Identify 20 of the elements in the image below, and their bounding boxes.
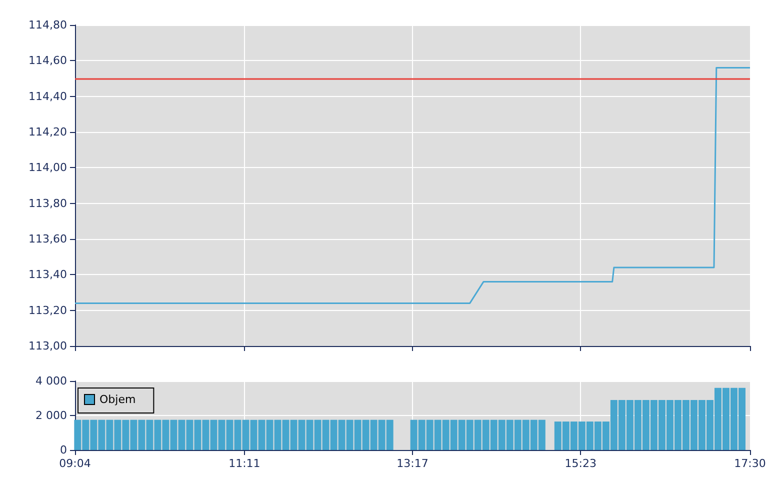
y-tick-label: 114,00 [28, 161, 67, 174]
y-tick-label: 114,20 [28, 126, 67, 138]
y-tick-label: 113,00 [28, 340, 67, 352]
y-tick-label: 4 000 [36, 374, 67, 388]
x-tick-label: 15:23 [564, 457, 596, 470]
x-tick-label: 17:30 [734, 457, 766, 470]
y-tick-label: 114,60 [28, 54, 67, 68]
y-tick-label: 2 000 [36, 409, 67, 422]
y-tick-label: 113,40 [28, 268, 67, 282]
y-tick-label: 113,60 [28, 232, 67, 246]
y-tick-label: 114,80 [28, 18, 67, 32]
x-tick-label: 11:11 [228, 457, 260, 470]
x-tick-label: 09:04 [59, 457, 91, 470]
y-tick-label: 113,20 [28, 304, 67, 317]
legend-label: Objem [100, 393, 136, 406]
y-tick-label: 114,40 [28, 90, 67, 103]
y-tick-label: 0 [60, 444, 67, 456]
x-tick-label: 13:17 [396, 457, 428, 470]
line-series [74, 67, 751, 304]
y-tick-label: 113,80 [28, 196, 67, 210]
